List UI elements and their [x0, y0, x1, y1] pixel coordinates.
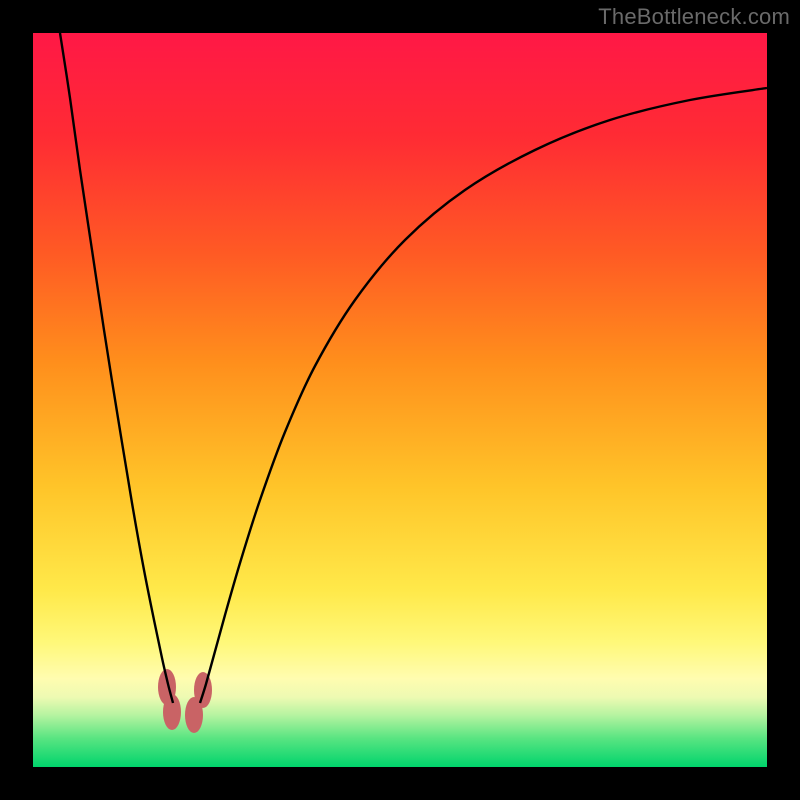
curve-left: [60, 33, 173, 703]
chart-frame: TheBottleneck.com: [0, 0, 800, 800]
watermark-label: TheBottleneck.com: [598, 4, 790, 30]
bottleneck-curve: [0, 0, 800, 800]
curve-right: [200, 88, 767, 703]
